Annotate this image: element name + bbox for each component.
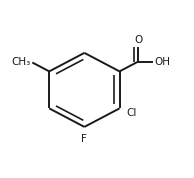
Text: OH: OH [154,57,170,67]
Text: O: O [134,35,143,45]
Text: Cl: Cl [126,108,137,117]
Text: F: F [81,134,87,144]
Text: CH₃: CH₃ [12,57,31,67]
